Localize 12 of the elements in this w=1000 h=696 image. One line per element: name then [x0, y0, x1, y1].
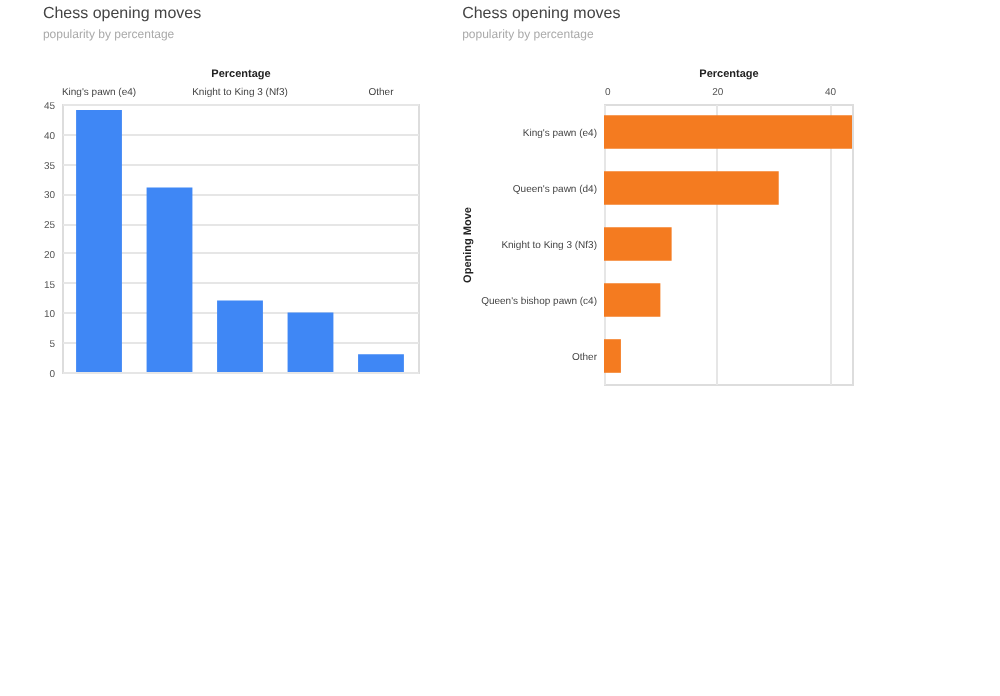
- bar: [146, 187, 193, 372]
- bar: [604, 115, 852, 149]
- bar: [604, 227, 672, 261]
- bar: [358, 354, 404, 372]
- bar: [76, 109, 122, 372]
- chart-title: Chess opening moves: [462, 4, 621, 22]
- bar: [217, 300, 263, 372]
- bar: [287, 312, 334, 372]
- bar: [604, 171, 779, 205]
- chart-title: Chess opening moves: [42, 4, 202, 22]
- bar: [604, 283, 661, 317]
- bar: [604, 339, 621, 373]
